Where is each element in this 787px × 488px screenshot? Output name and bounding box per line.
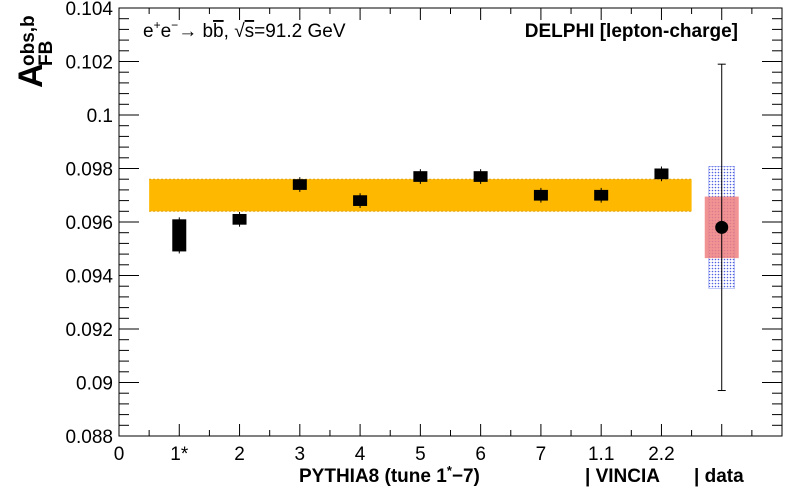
x-tick-label: 6 [475,444,486,465]
y-tick-label: 0.094 [65,267,113,288]
svg-text:obs,b: obs,b [18,15,39,66]
x-tick-label: 7 [536,444,547,465]
data-marker [715,220,729,234]
x-axis-label-vincia: | VINCIA [585,466,660,487]
x-tick-label: 2.2 [648,444,674,465]
y-tick-label: 0.092 [65,320,113,341]
x-tick-label: 4 [355,444,366,465]
mc-points-group [172,166,669,254]
x-axis: 0 1* 2 3 4 5 6 7 1.1 2.2 [114,8,783,465]
x-tick-label: 0 [114,444,125,465]
chart-title-right: DELPHI [lepton-charge] [525,21,738,42]
y-tick-label: 0.104 [65,0,113,20]
x-axis-label-data: | data [694,466,744,487]
uncertainty-band [149,178,692,212]
y-axis: 0.088 0.09 0.092 0.094 0.096 0.098 0.1 0.102 0.1… [65,0,782,448]
x-axis-label-pythia: PYTHIA8 (tune 1*−7) [299,463,480,487]
x-tick-label: 3 [295,444,306,465]
svg-text:FB: FB [36,41,57,66]
bbar-symbol: b [213,21,224,42]
data-point-group [704,63,739,392]
plot-frame [118,7,783,437]
x-tick-label: 1.1 [588,444,614,465]
y-tick-label: 0.096 [65,213,113,234]
x-tick-label: 2 [234,444,245,465]
y-tick-label: 0.098 [65,160,113,181]
x-tick-label: 1* [170,444,189,465]
y-tick-label: 0.1 [87,106,113,127]
x-tick-label: 5 [415,444,426,465]
y-tick-label: 0.09 [76,374,113,395]
svg-text:A: A [12,63,50,88]
y-tick-label: 0.102 [65,53,113,74]
y-tick-label: 0.088 [65,427,113,448]
band-fill [149,179,692,212]
y-axis-label: A obs,b FB [12,15,57,88]
chart-title-left: e+e−→ bb, √s=91.2 GeV [143,18,346,42]
